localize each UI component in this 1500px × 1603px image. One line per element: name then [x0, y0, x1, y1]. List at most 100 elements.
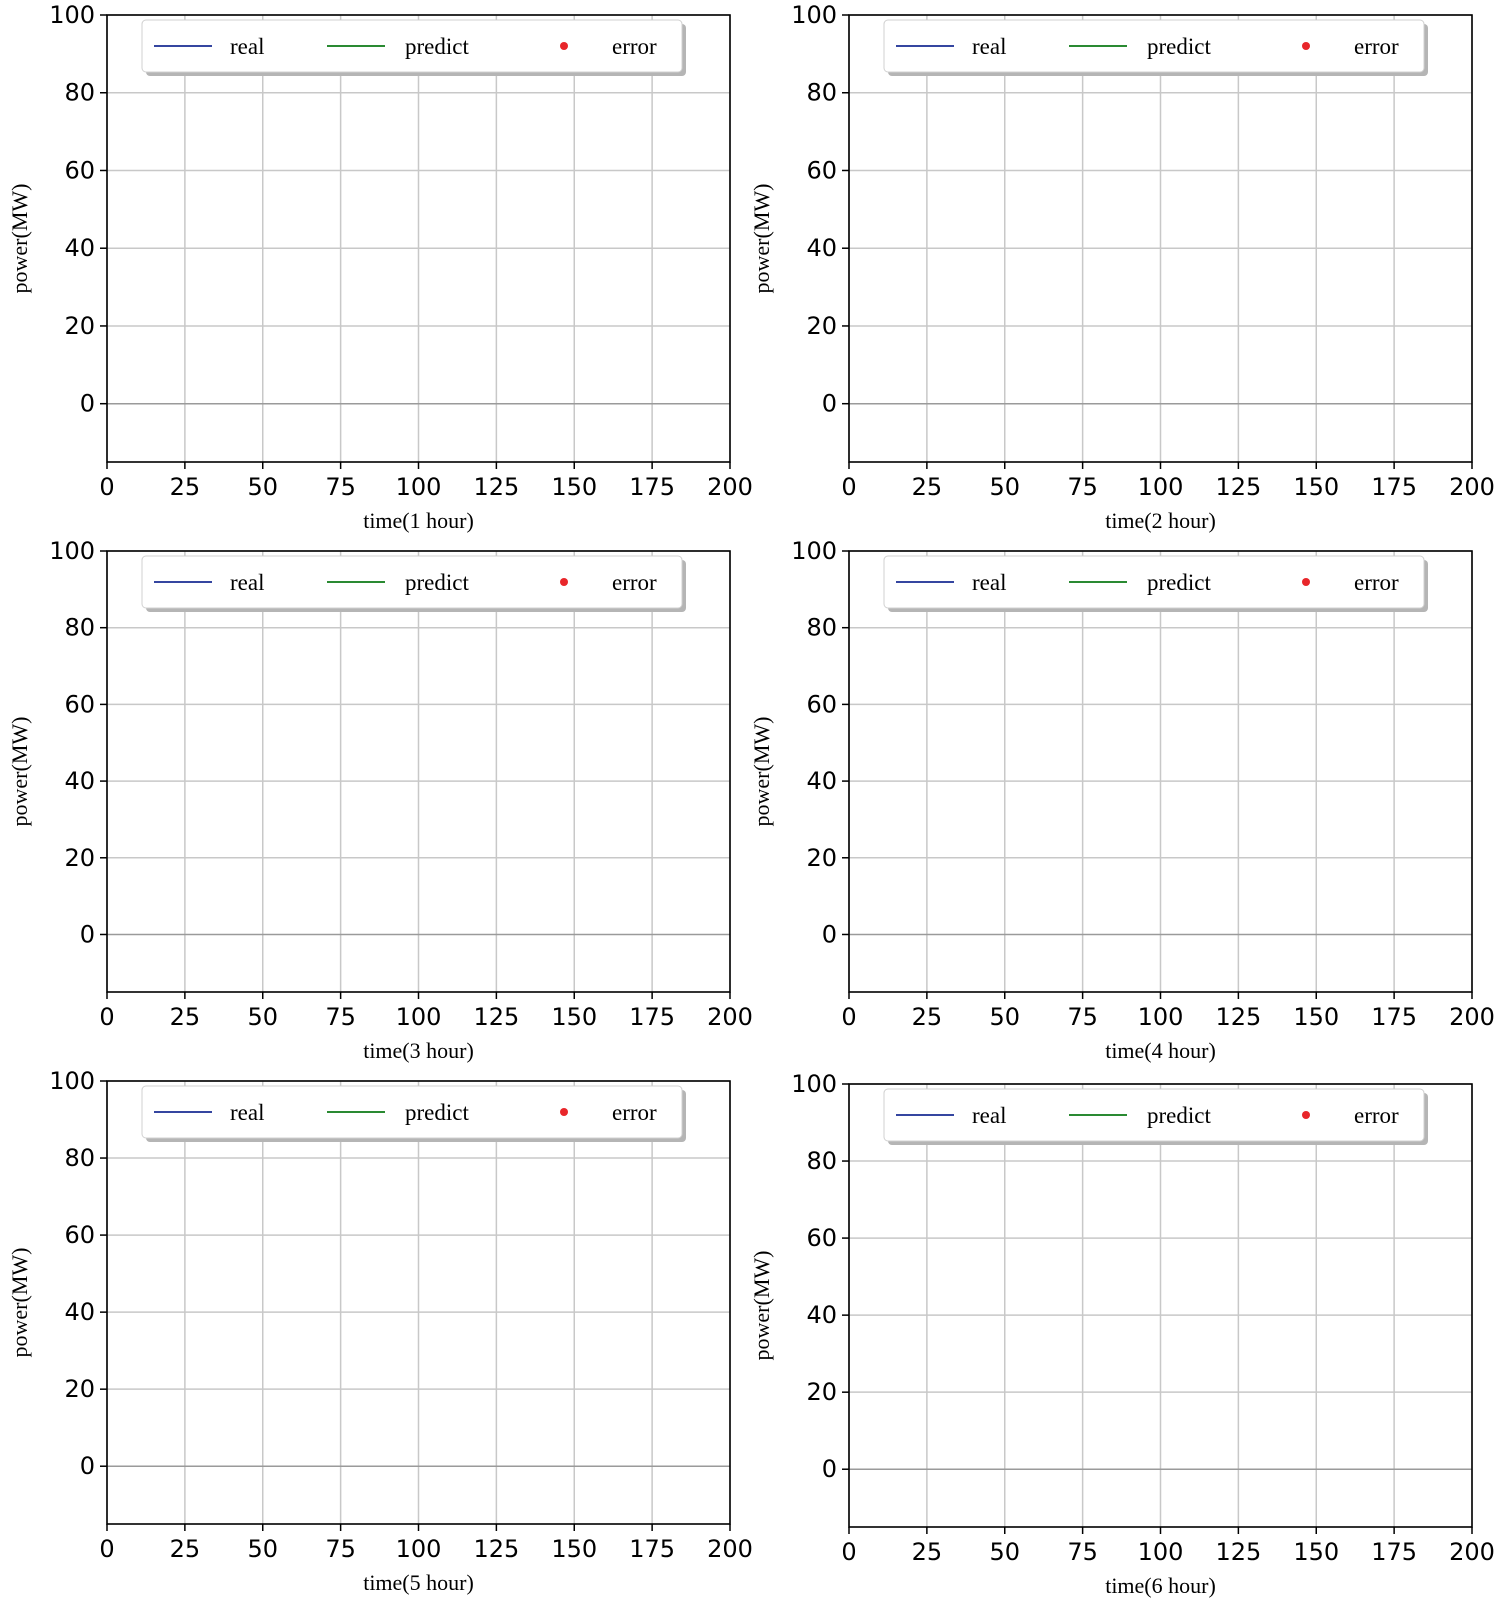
panel-2-xtick-label: 100: [1138, 473, 1184, 501]
panel-3-xtick-label: 175: [629, 1003, 675, 1031]
panel-4: 0 25 50 75 100 125 150 175 200 0 20 40 60 80 100 time(4…: [749, 537, 1495, 1063]
panel-4-xtick-label: 0: [841, 1003, 856, 1031]
panel-6-legend-real-label: real: [972, 1103, 1006, 1128]
panel-6-xtick-label: 125: [1215, 1538, 1261, 1566]
panel-4-xtick-label: 200: [1449, 1003, 1495, 1031]
panel-4-ytick-label: 40: [806, 767, 837, 795]
panel-5-ytick-label: 100: [49, 1067, 95, 1095]
panel-1-ytick-label: 0: [80, 390, 95, 418]
panel-5: 0 25 50 75 100 125 150 175 200 0 20 40 60 80 100 time(5…: [7, 1067, 753, 1595]
panel-1-ytick-label: 80: [64, 79, 95, 107]
panel-1-legend-real-label: real: [230, 34, 264, 59]
panel-3-xlabel: time(3 hour): [363, 1038, 474, 1063]
panel-3-xtick-label: 100: [396, 1003, 442, 1031]
panel-2-legend-error-label: error: [1354, 34, 1399, 59]
panel-6-ylabel: power(MW): [749, 1251, 774, 1361]
panel-4-legend-box: [883, 555, 1425, 609]
panel-5-xtick-label: 75: [325, 1535, 356, 1563]
panel-6-ytick-label: 100: [791, 1070, 837, 1098]
panel-2-ytick-label: 0: [822, 390, 837, 418]
panel-6-legend-predict-label: predict: [1147, 1103, 1211, 1128]
panel-2-xtick-label: 200: [1449, 473, 1495, 501]
panel-5-xtick-label: 25: [170, 1535, 201, 1563]
panel-3-ytick-label: 80: [64, 614, 95, 642]
panel-4-xtick-label: 150: [1293, 1003, 1339, 1031]
panel-2-xtick-label: 125: [1215, 473, 1261, 501]
panel-5-ytick-label: 0: [80, 1452, 95, 1480]
panel-2-xtick-label: 25: [912, 473, 943, 501]
panel-1-ylabel: power(MW): [7, 184, 32, 294]
panel-2-xtick-label: 175: [1371, 473, 1417, 501]
panel-1-legend-error-swatch: [560, 42, 568, 50]
panel-2-ylabel: power(MW): [749, 184, 774, 294]
panel-4-xtick-label: 25: [912, 1003, 943, 1031]
panel-5-xtick-label: 200: [707, 1535, 753, 1563]
panel-4-legend-predict-label: predict: [1147, 570, 1211, 595]
panel-5-xtick-label: 150: [551, 1535, 597, 1563]
panel-3-ytick-label: 0: [80, 920, 95, 948]
panel-6-xtick-label: 75: [1067, 1538, 1098, 1566]
panel-2-xtick-label: 150: [1293, 473, 1339, 501]
panel-6-ytick-label: 40: [806, 1301, 837, 1329]
panel-1-xtick-label: 175: [629, 473, 675, 501]
panel-3-legend: real predict error: [141, 555, 686, 612]
panel-5-xtick-label: 125: [473, 1535, 519, 1563]
panel-6-ytick-label: 0: [822, 1455, 837, 1483]
panel-5-ylabel: power(MW): [7, 1248, 32, 1358]
panel-6-xtick-label: 200: [1449, 1538, 1495, 1566]
panel-3-xtick-label: 150: [551, 1003, 597, 1031]
panel-3-legend-predict-label: predict: [405, 570, 469, 595]
panel-2-xlabel: time(2 hour): [1105, 508, 1216, 533]
panel-2-ytick-label: 60: [806, 156, 837, 184]
panel-4-legend-error-swatch: [1302, 578, 1310, 586]
panel-1-xtick-label: 200: [707, 473, 753, 501]
panel-4-legend-error-label: error: [1354, 570, 1399, 595]
panel-1-xtick-label: 125: [473, 473, 519, 501]
panel-2-legend-real-label: real: [972, 34, 1006, 59]
panel-6-ytick-label: 60: [806, 1224, 837, 1252]
panel-2-ytick-label: 100: [791, 1, 837, 29]
panel-4-xlabel: time(4 hour): [1105, 1038, 1216, 1063]
panel-5-legend-error-swatch: [560, 1108, 568, 1116]
panel-5-ytick-label: 20: [64, 1375, 95, 1403]
panel-4-xtick-label: 125: [1215, 1003, 1261, 1031]
panel-1-legend: real predict error: [141, 19, 686, 76]
panel-5-xtick-label: 175: [629, 1535, 675, 1563]
panel-6-ytick-label: 80: [806, 1147, 837, 1175]
panel-3-ytick-label: 60: [64, 690, 95, 718]
panel-3-xtick-label: 125: [473, 1003, 519, 1031]
panel-3-ytick-label: 20: [64, 844, 95, 872]
panel-3-ytick-label: 40: [64, 767, 95, 795]
panel-3-xtick-label: 50: [247, 1003, 278, 1031]
panel-3-legend-box: [141, 555, 683, 609]
panel-1-legend-predict-label: predict: [405, 34, 469, 59]
panel-1-xtick-label: 150: [551, 473, 597, 501]
panel-2-legend-predict-label: predict: [1147, 34, 1211, 59]
panel-6-legend-box: [883, 1088, 1425, 1142]
panel-2-ytick-label: 80: [806, 79, 837, 107]
panel-2-xtick-label: 50: [989, 473, 1020, 501]
panel-4-ytick-label: 0: [822, 920, 837, 948]
panel-1-xtick-label: 100: [396, 473, 442, 501]
panel-1-legend-box: [141, 19, 683, 73]
panel-1-ytick-label: 40: [64, 234, 95, 262]
panel-2-xtick-label: 75: [1067, 473, 1098, 501]
panel-4-legend-real-label: real: [972, 570, 1006, 595]
panel-6-xlabel: time(6 hour): [1105, 1573, 1216, 1598]
panel-2: 0 25 50 75 100 125 150 175 200 0 20 40 60 80 100 time(2…: [749, 1, 1495, 533]
panel-4-ytick-label: 60: [806, 690, 837, 718]
panel-1-xlabel: time(1 hour): [363, 508, 474, 533]
panel-6-legend-error-label: error: [1354, 1103, 1399, 1128]
panel-2-ytick-label: 40: [806, 234, 837, 262]
panel-3-xtick-label: 200: [707, 1003, 753, 1031]
panel-3: 0 25 50 75 100 125 150 175 200 0 20 40 60 80 100 time(3…: [7, 537, 753, 1063]
panel-3-legend-error-swatch: [560, 578, 568, 586]
panel-1-ytick-label: 20: [64, 312, 95, 340]
panel-4-xtick-label: 100: [1138, 1003, 1184, 1031]
panel-4-ytick-label: 80: [806, 614, 837, 642]
panel-1-legend-error-label: error: [612, 34, 657, 59]
panel-2-xtick-label: 0: [841, 473, 856, 501]
panel-4-xtick-label: 50: [989, 1003, 1020, 1031]
panel-6-xtick-label: 0: [841, 1538, 856, 1566]
